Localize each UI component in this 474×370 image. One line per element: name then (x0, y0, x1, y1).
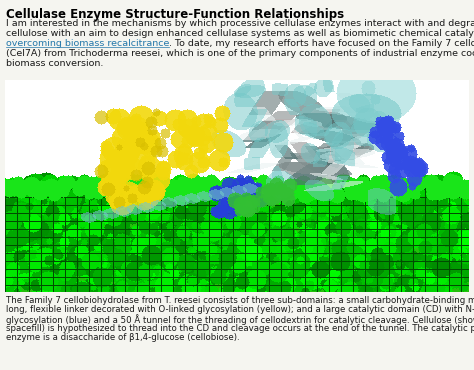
Text: enzyme is a disaccharide of β1,4-glucose (cellobiose).: enzyme is a disaccharide of β1,4-glucose… (6, 333, 240, 342)
Text: glycosylation (blue) and a 50 Å tunnel for the threading of cellodextrin for cat: glycosylation (blue) and a 50 Å tunnel f… (6, 314, 474, 325)
Text: cellulose with an aim to design enhanced cellulase systems as well as biomimetic: cellulose with an aim to design enhanced… (6, 29, 474, 38)
Text: (Cel7A) from Trichoderma reesei, which is one of the primary components of indus: (Cel7A) from Trichoderma reesei, which i… (6, 49, 474, 58)
Text: biomass conversion.: biomass conversion. (6, 59, 103, 68)
Text: overcoming biomass recalcitrance: overcoming biomass recalcitrance (6, 39, 169, 48)
Text: long, flexible linker decorated with O-linked glycosylation (yellow); and a larg: long, flexible linker decorated with O-l… (6, 305, 474, 314)
Text: I am interested in the mechanisms by which processive cellulase enzymes interact: I am interested in the mechanisms by whi… (6, 19, 474, 28)
Text: . To date, my research efforts have focused on the Family 7 cellobiohydrolase: . To date, my research efforts have focu… (169, 39, 474, 48)
Text: spacefill) is hypothesized to thread into the CD and cleavage occurs at the end : spacefill) is hypothesized to thread int… (6, 324, 474, 333)
Text: Cellulase Enzyme Structure-Function Relationships: Cellulase Enzyme Structure-Function Rela… (6, 8, 344, 21)
Text: The Family 7 cellobiohydrolase from T. reesei consists of three sub-domains: a s: The Family 7 cellobiohydrolase from T. r… (6, 296, 474, 305)
